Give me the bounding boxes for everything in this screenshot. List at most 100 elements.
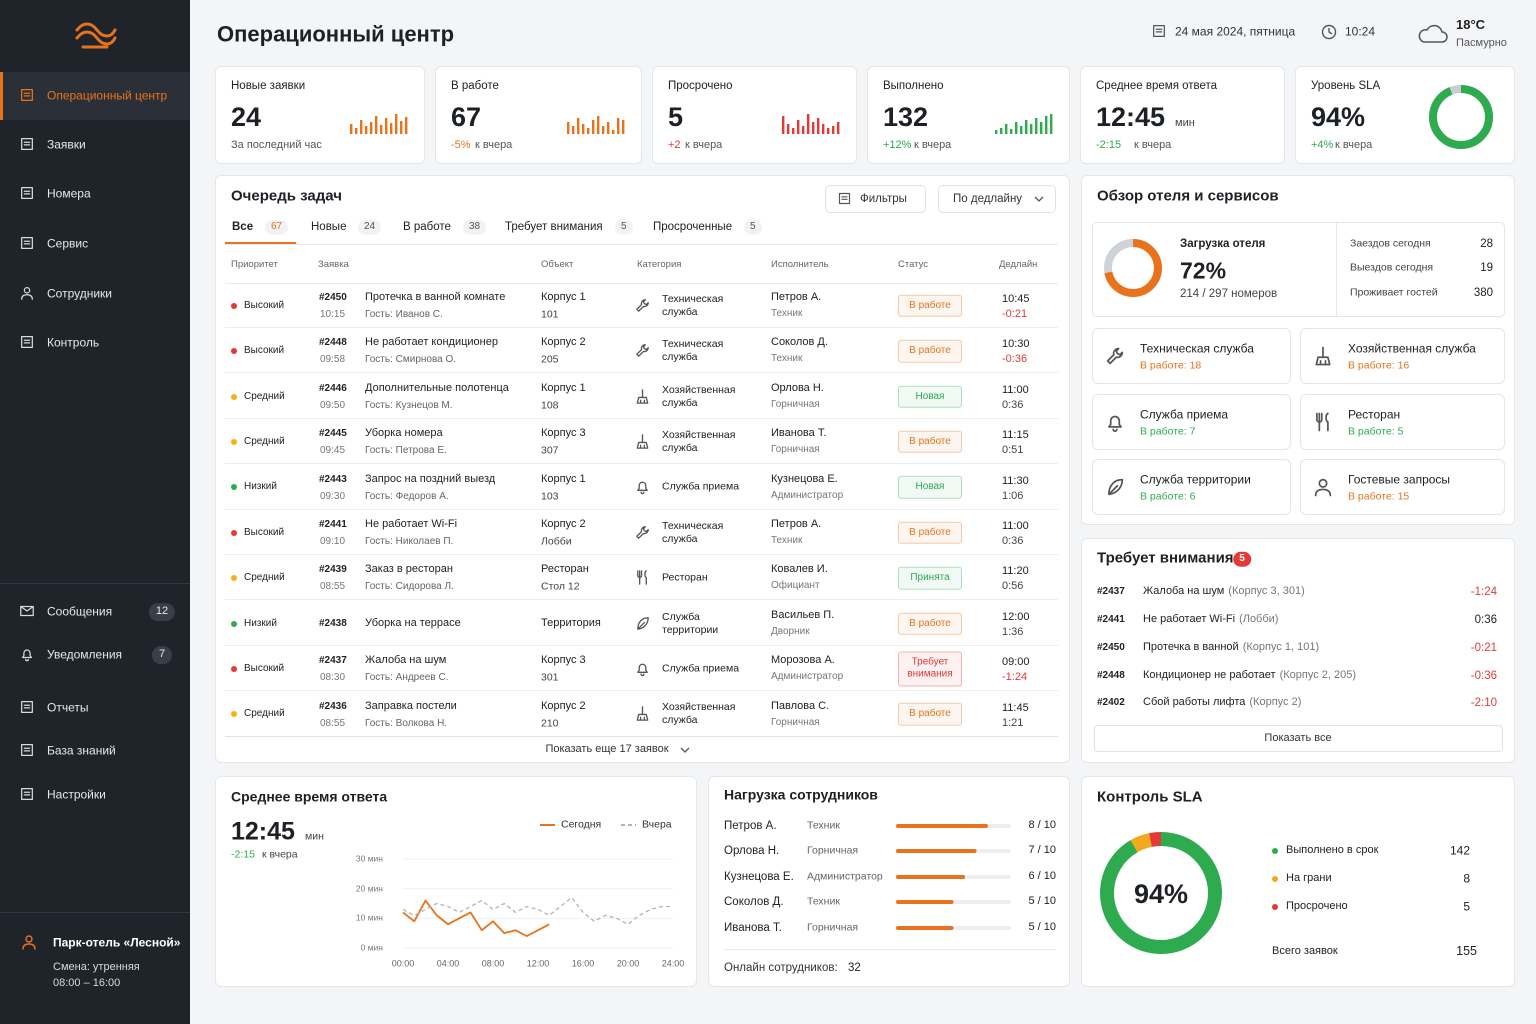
icon-shape (838, 192, 851, 205)
assignee: Соколов Д. (771, 336, 828, 349)
deadline: 09:00 (1002, 656, 1030, 669)
service-tile[interactable] (1300, 394, 1505, 450)
icon-shape (21, 138, 33, 150)
icon-shape (1328, 28, 1333, 35)
menu-item[interactable] (0, 72, 190, 120)
icon-shape (21, 287, 33, 300)
divider (0, 912, 190, 913)
donut-segment (1104, 239, 1162, 297)
kpi-note: За последний час (231, 139, 322, 152)
table-row[interactable] (225, 374, 1058, 419)
ticket-time: 09:45 (320, 444, 346, 456)
table-row[interactable] (225, 328, 1058, 374)
line-chart (402, 824, 673, 949)
service-tile[interactable] (1092, 328, 1291, 384)
response-unit: мин (305, 830, 324, 843)
attention-location: (Корпус 2, 205) (1279, 669, 1357, 682)
stat-value: 380 (1473, 286, 1493, 299)
tab-label[interactable]: Требует внимания (505, 220, 603, 233)
status-badge: Новая (898, 476, 962, 499)
tab-count: 5 (615, 219, 633, 235)
kpi-card (435, 66, 642, 164)
spark-bar (375, 116, 378, 134)
spark-bar (1040, 122, 1043, 134)
staff-load: 8 / 10 (1028, 819, 1056, 832)
icon-shape (1108, 478, 1124, 496)
menu-label: Отчеты (47, 700, 89, 715)
x-tick-label: 16:00 (571, 958, 595, 969)
deadline: 10:30 (1002, 338, 1030, 351)
building: Корпус 2 (541, 699, 586, 712)
icon (21, 744, 33, 756)
icon (636, 344, 649, 357)
ticket-title: Не работает Wi-Fi (365, 518, 458, 531)
icon (21, 336, 33, 348)
staff-name: Петров А. (724, 819, 777, 832)
icon-shape (21, 744, 33, 756)
total-value: 155 (1456, 944, 1477, 959)
priority-dot (231, 575, 237, 582)
icon (1316, 412, 1329, 432)
status-badge: В работе (898, 521, 962, 544)
status-badge: В работе (898, 339, 962, 363)
response-card (215, 776, 697, 987)
service-tile[interactable] (1092, 459, 1291, 515)
service-status: В работе: 15 (1348, 490, 1410, 503)
card-title: Обзор отеля и сервисов (1097, 187, 1279, 205)
tab-label[interactable]: Просроченные (653, 220, 733, 233)
table-row[interactable] (225, 419, 1058, 465)
room: 210 (541, 717, 559, 730)
table-row[interactable] (225, 601, 1058, 646)
x-tick-label: 12:00 (526, 958, 550, 969)
deadline: 11:20 (1002, 565, 1029, 578)
service-name: Техническая служба (1140, 341, 1254, 356)
icon-shape (21, 336, 33, 348)
spark-bar (837, 122, 840, 134)
priority: Средний (244, 435, 285, 447)
table-row[interactable] (225, 283, 1058, 328)
room: 205 (541, 353, 559, 366)
icon (20, 605, 34, 617)
service-tile[interactable] (1300, 328, 1505, 384)
button[interactable] (1094, 725, 1503, 752)
show-more[interactable]: Показать еще 17 заявок (545, 743, 669, 756)
divider (724, 949, 1056, 950)
spark-bar (1000, 128, 1003, 134)
menu-label: Контроль (47, 335, 100, 350)
room: 307 (541, 444, 559, 457)
service-tile[interactable] (1300, 459, 1505, 515)
icon (1108, 478, 1124, 496)
attention-text: Жалоба на шум (Корпус 3, 301) (1143, 585, 1305, 599)
ticket-title: Уборка номера (365, 427, 443, 440)
service-tile[interactable] (1092, 394, 1291, 450)
tab-label[interactable]: Новые (311, 220, 347, 233)
building: Корпус 1 (541, 291, 586, 304)
spark-bar (827, 128, 830, 134)
priority-dot (231, 484, 237, 491)
guest: Гость: Николаев П. (365, 535, 454, 547)
assignee: Кузнецова Е. (771, 472, 838, 485)
table-row[interactable] (225, 646, 1058, 692)
icon-shape (637, 663, 648, 677)
table-row[interactable] (225, 465, 1058, 510)
icon-shape (20, 605, 34, 617)
table-row[interactable] (225, 510, 1058, 555)
icon-shape (21, 788, 33, 800)
role: Техник (771, 353, 803, 365)
spark-bar (1025, 120, 1028, 134)
tab-count: 67 (265, 219, 289, 235)
ticket-time: 09:30 (320, 490, 346, 502)
spark-bar (607, 122, 610, 134)
x-tick-label: 04:00 (436, 958, 460, 969)
table-row[interactable] (225, 692, 1058, 737)
spark-bar (812, 122, 815, 134)
icon-shape (1314, 478, 1332, 497)
icon-shape (21, 701, 33, 713)
tab-label[interactable]: Все (232, 220, 254, 233)
remaining: 0:36 (1002, 398, 1024, 411)
building: Корпус 1 (541, 472, 586, 485)
icon (21, 701, 33, 713)
tab-label[interactable]: В работе (403, 220, 451, 233)
table-row[interactable] (225, 555, 1058, 601)
